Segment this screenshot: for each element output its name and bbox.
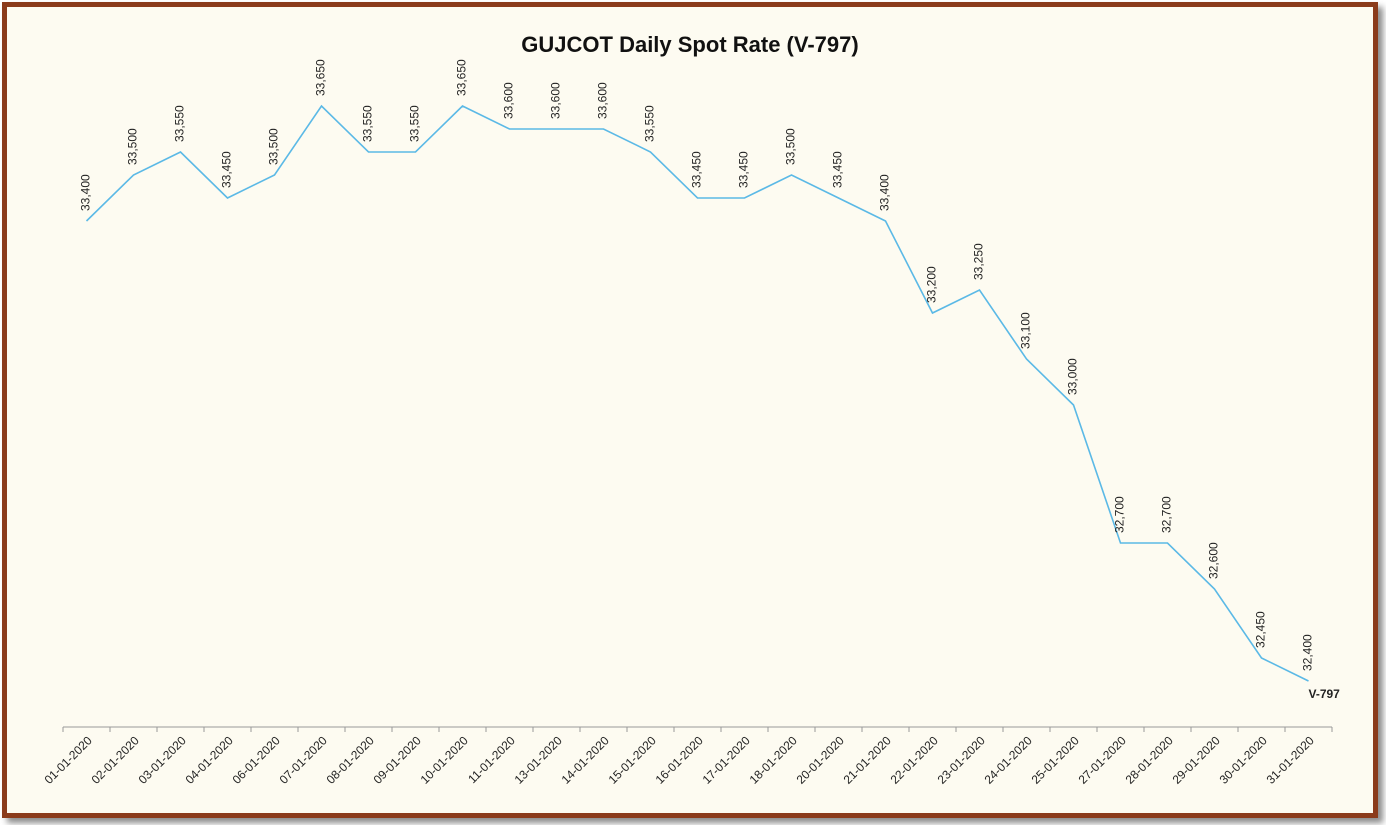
x-tick-label: 13-01-2020 (512, 733, 566, 787)
data-label: 33,650 (314, 59, 328, 96)
x-tick-label: 01-01-2020 (42, 733, 96, 787)
x-tick-label: 30-01-2020 (1217, 733, 1271, 787)
data-label: 33,500 (784, 128, 798, 165)
x-tick-label: 09-01-2020 (371, 733, 425, 787)
data-label: 32,400 (1301, 634, 1315, 671)
x-tick-label: 22-01-2020 (888, 733, 942, 787)
x-tick-label: 07-01-2020 (277, 733, 331, 787)
data-label: 33,250 (972, 243, 986, 280)
x-tick-label: 10-01-2020 (418, 733, 472, 787)
x-tick-label: 06-01-2020 (230, 733, 284, 787)
data-label: 33,600 (502, 82, 516, 119)
data-label: 33,600 (549, 82, 563, 119)
data-label: 33,550 (408, 105, 422, 142)
data-label: 32,450 (1254, 611, 1268, 648)
data-label: 33,500 (126, 128, 140, 165)
data-label: 33,400 (878, 174, 892, 211)
data-label: 33,400 (79, 174, 93, 211)
data-label: 33,650 (455, 59, 469, 96)
x-tick-label: 18-01-2020 (747, 733, 801, 787)
x-tick-label: 16-01-2020 (653, 733, 707, 787)
data-label: 33,200 (925, 266, 939, 303)
x-tick-label: 31-01-2020 (1264, 733, 1318, 787)
data-label: 33,550 (173, 105, 187, 142)
data-label: 33,100 (1019, 312, 1033, 349)
data-label: 33,550 (361, 105, 375, 142)
legend-label: V-797 (1309, 687, 1341, 701)
x-tick-label: 14-01-2020 (559, 733, 613, 787)
data-label: 32,700 (1113, 496, 1127, 533)
data-label: 33,450 (831, 151, 845, 188)
x-tick-label: 21-01-2020 (841, 733, 895, 787)
data-label: 32,600 (1207, 542, 1221, 579)
x-tick-label: 27-01-2020 (1076, 733, 1130, 787)
data-label: 33,450 (690, 151, 704, 188)
x-tick-label: 23-01-2020 (935, 733, 989, 787)
chart-title: GUJCOT Daily Spot Rate (V-797) (521, 32, 858, 57)
x-tick-label: 03-01-2020 (136, 733, 190, 787)
data-label: 33,600 (596, 82, 610, 119)
x-tick-label: 02-01-2020 (89, 733, 143, 787)
x-tick-label: 20-01-2020 (794, 733, 848, 787)
data-label: 33,550 (643, 105, 657, 142)
x-tick-label: 28-01-2020 (1123, 733, 1177, 787)
data-label: 33,450 (220, 151, 234, 188)
x-tick-label: 24-01-2020 (982, 733, 1036, 787)
x-tick-label: 15-01-2020 (606, 733, 660, 787)
x-tick-label: 04-01-2020 (183, 733, 237, 787)
data-label: 32,700 (1160, 496, 1174, 533)
line-series (85, 104, 1309, 682)
data-label: 33,000 (1066, 358, 1080, 395)
x-tick-label: 25-01-2020 (1029, 733, 1083, 787)
x-tick-label: 29-01-2020 (1170, 733, 1224, 787)
data-label: 33,450 (737, 151, 751, 188)
x-tick-label: 17-01-2020 (700, 733, 754, 787)
x-tick-label: 08-01-2020 (324, 733, 378, 787)
x-tick-label: 11-01-2020 (465, 733, 518, 786)
data-label: 33,500 (267, 128, 281, 165)
